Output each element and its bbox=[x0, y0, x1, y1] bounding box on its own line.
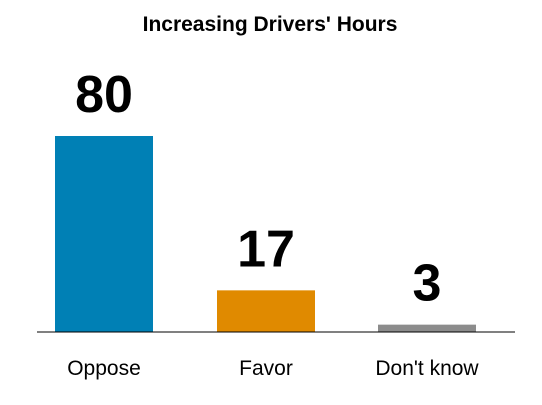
bar-oppose bbox=[55, 136, 153, 332]
data-label-don-t-know: 3 bbox=[413, 255, 442, 313]
tick-label-don-t-know: Don't know bbox=[375, 357, 479, 380]
bar-don-t-know bbox=[378, 324, 476, 332]
tick-label-favor: Favor bbox=[239, 357, 293, 380]
data-label-oppose: 80 bbox=[75, 66, 133, 124]
bar-favor bbox=[217, 290, 315, 332]
tick-label-oppose: Oppose bbox=[67, 357, 141, 380]
bars-group bbox=[55, 136, 476, 332]
data-label-favor: 17 bbox=[237, 220, 295, 278]
labels-group: 80 Oppose 17 Favor 3 Don't know bbox=[67, 66, 479, 380]
chart-title: Increasing Drivers' Hours bbox=[143, 13, 398, 36]
